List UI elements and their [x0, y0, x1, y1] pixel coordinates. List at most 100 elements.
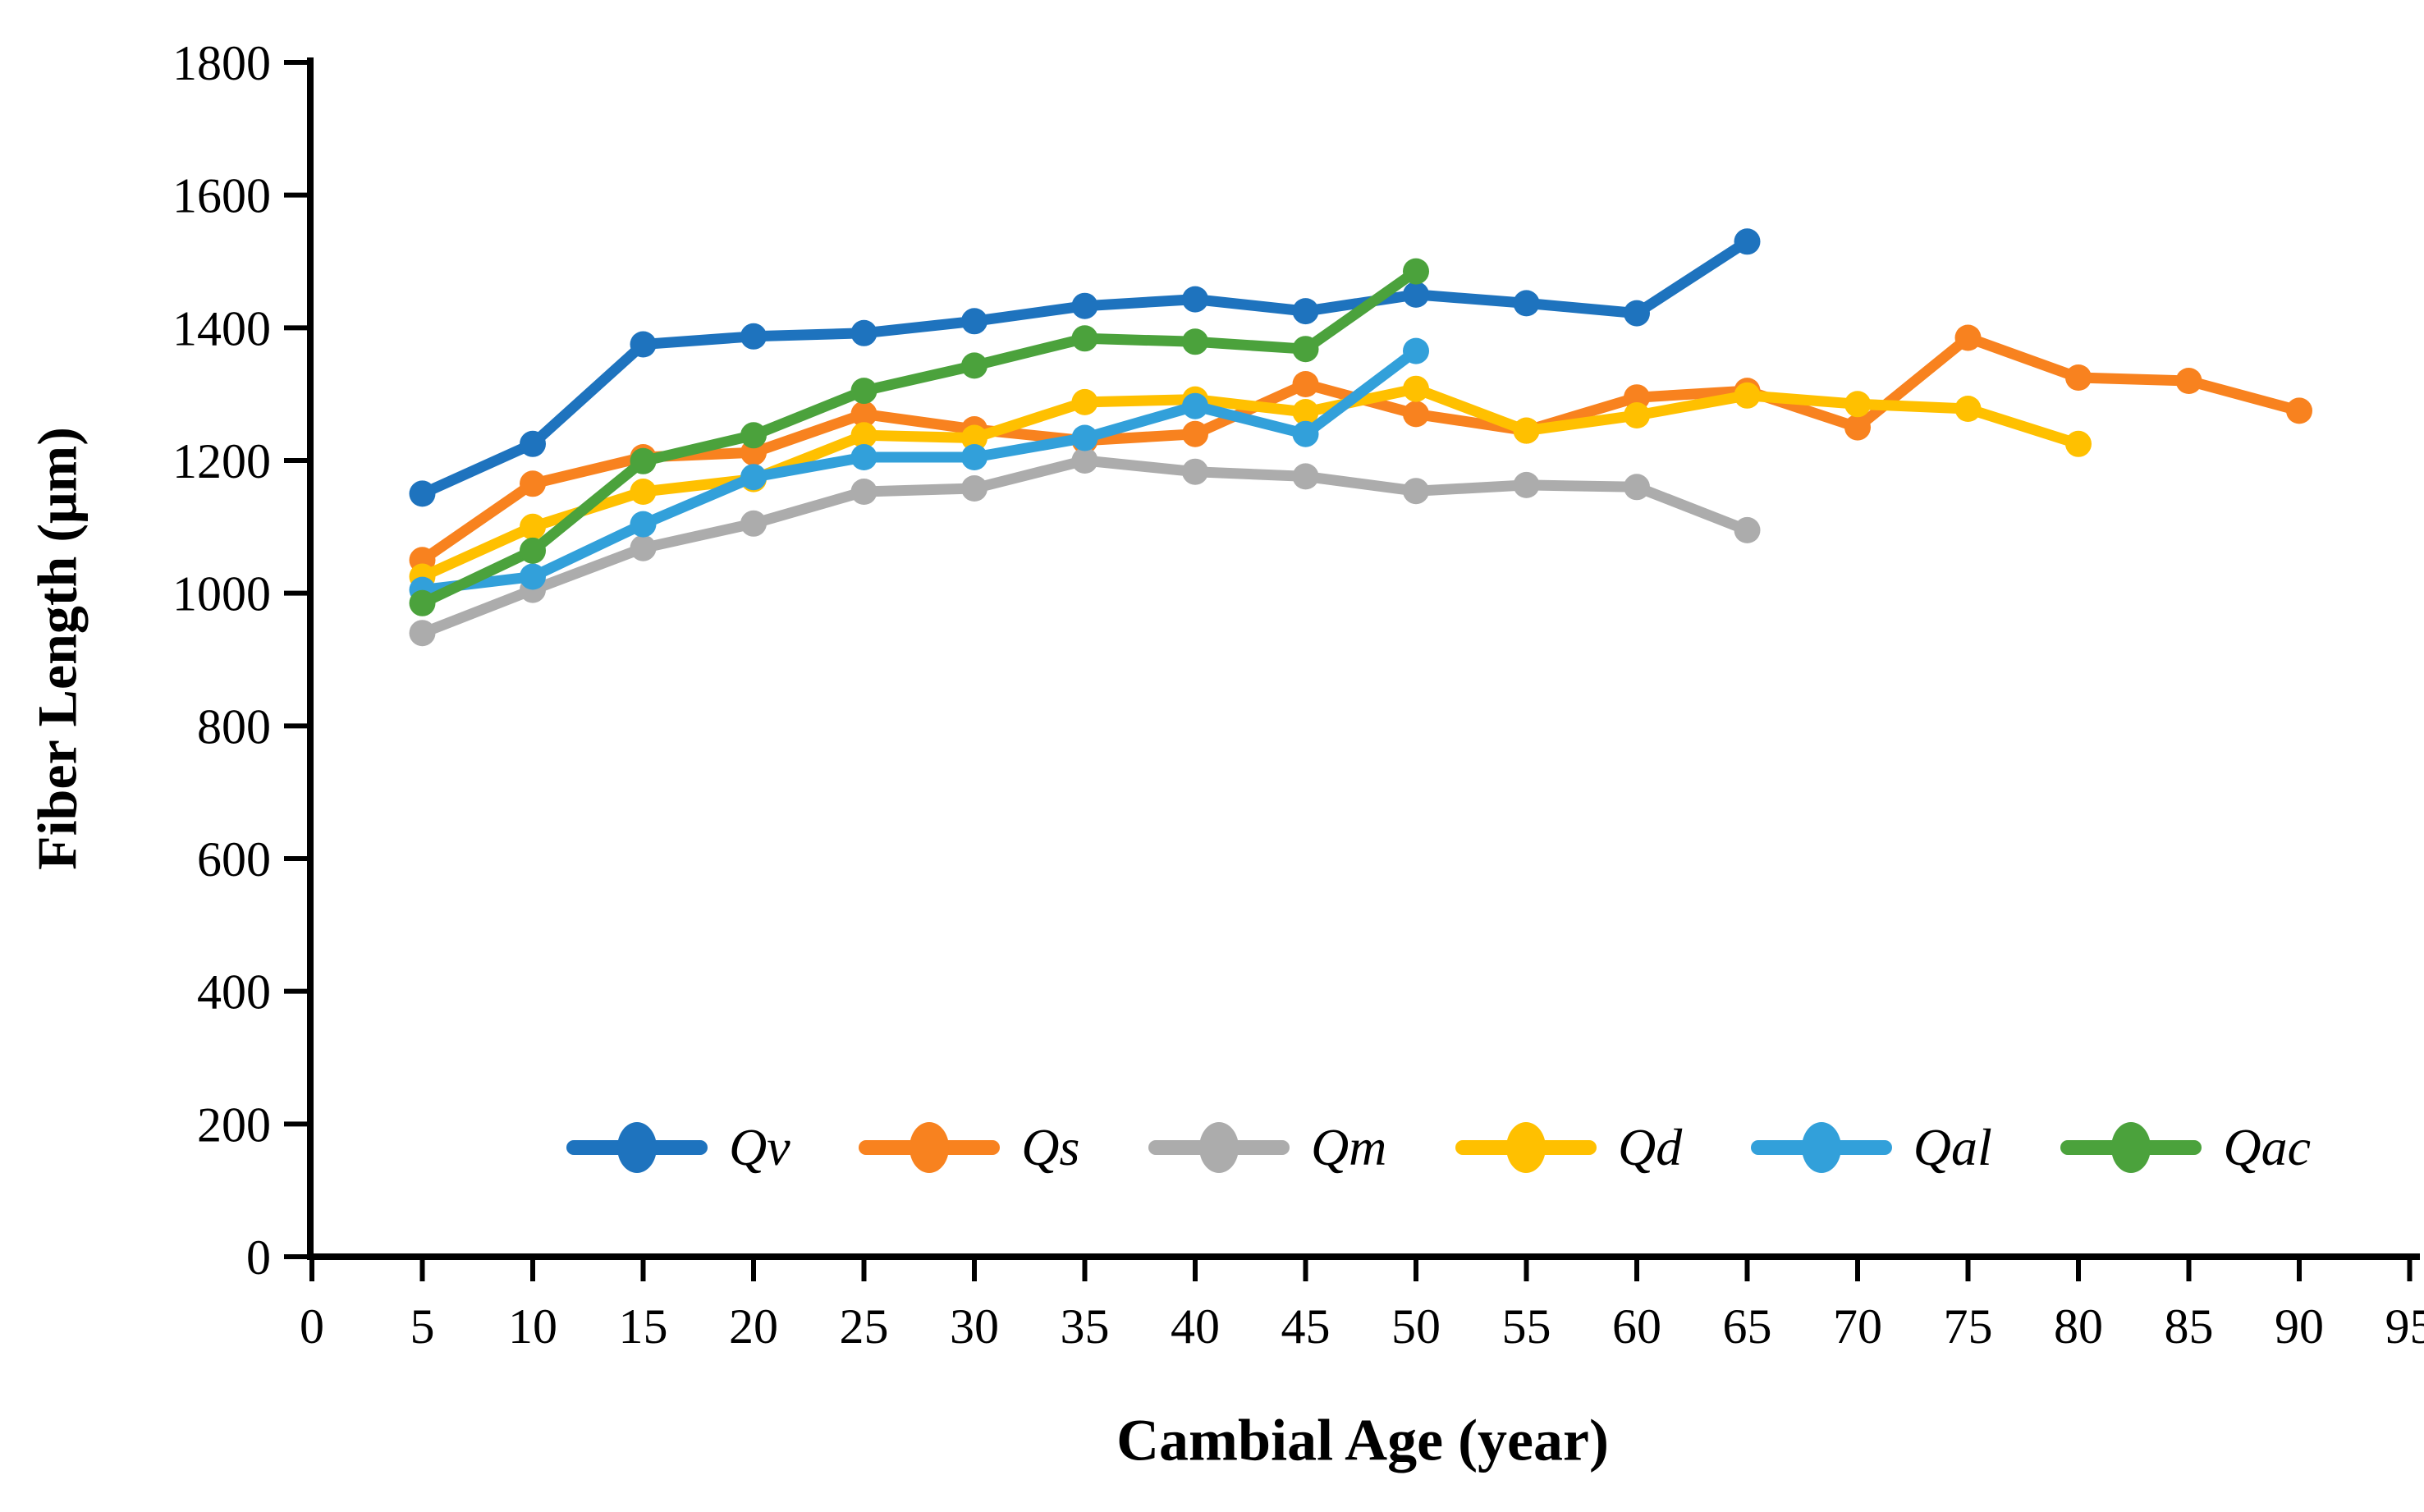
legend-dot-icon — [617, 1122, 657, 1173]
series-Qd-point-x75 — [1954, 396, 1982, 422]
series-Qd-point-x10 — [520, 513, 546, 540]
series-Qal-point-x50 — [1403, 337, 1429, 364]
legend-label: Qv — [729, 1118, 790, 1176]
chart-legend: Qv Qs Qm Qd Qal Qac — [566, 1110, 2311, 1185]
legend-marker-icon — [1750, 1121, 1892, 1174]
series-Qac-point-x25 — [850, 378, 877, 405]
legend-marker-icon — [1455, 1121, 1597, 1174]
y-tick-label-1400: 1400 — [172, 301, 271, 355]
series-Qd-point-x45 — [1292, 399, 1319, 425]
series-Qs-point-x10 — [520, 470, 546, 497]
series-Qd-point-x55 — [1513, 417, 1540, 444]
series-Qal-point-x45 — [1292, 420, 1319, 447]
x-tick-label-25: 25 — [840, 1299, 889, 1354]
series-Qd-point-x15 — [630, 479, 657, 505]
series-Qs-point-x75 — [1954, 324, 1982, 351]
series-Qac-point-x15 — [630, 447, 657, 474]
series-Qm-point-x30 — [961, 475, 987, 502]
legend-dot-icon — [910, 1122, 950, 1173]
x-tick-label-75: 75 — [1944, 1299, 1993, 1354]
series-Qal-point-x30 — [961, 444, 987, 470]
series-Qs-point-x40 — [1182, 420, 1208, 447]
series-Qd-point-x70 — [1844, 391, 1871, 418]
legend-label: Qal — [1913, 1118, 1992, 1176]
series-Qal-line — [417, 346, 1422, 596]
series-Qv-point-x20 — [740, 323, 767, 350]
series-Qd-point-x25 — [850, 422, 877, 449]
series-Qm-point-x55 — [1513, 471, 1540, 498]
series-Qac-point-x45 — [1292, 336, 1319, 363]
legend-marker-icon — [2060, 1121, 2202, 1174]
legend-marker-icon — [1148, 1121, 1290, 1174]
series-Qac-line — [417, 266, 1422, 609]
x-tick-label-5: 5 — [410, 1299, 435, 1354]
y-tick-label-1800: 1800 — [172, 36, 271, 90]
y-tick-label-1200: 1200 — [172, 434, 271, 488]
series-Qs-point-x80 — [2065, 364, 2092, 391]
series-Qm-point-x40 — [1182, 458, 1208, 485]
series-Qv-point-x30 — [961, 308, 987, 335]
x-tick-label-40: 40 — [1171, 1299, 1220, 1354]
series-Qm-point-x65 — [1734, 516, 1761, 543]
series-Qm-point-x15 — [630, 534, 657, 561]
x-tick-label-70: 70 — [1833, 1299, 1882, 1354]
y-tick-label-800: 800 — [197, 699, 271, 754]
x-tick-label-20: 20 — [729, 1299, 778, 1354]
x-tick-label-50: 50 — [1391, 1299, 1441, 1354]
series-Qv-point-x45 — [1292, 298, 1319, 325]
y-tick-label-600: 600 — [197, 832, 271, 887]
series-Qd-point-x60 — [1624, 402, 1650, 428]
x-tick-label-0: 0 — [300, 1299, 324, 1354]
series-Qac-point-x40 — [1182, 328, 1208, 355]
series-Qv-point-x50 — [1403, 281, 1429, 308]
series-Qal-point-x20 — [740, 464, 767, 491]
series-Qv-point-x25 — [850, 319, 877, 346]
series-Qv-point-x55 — [1513, 290, 1540, 317]
series-Qac-point-x30 — [961, 352, 987, 379]
series-Qm-point-x5 — [409, 620, 436, 647]
x-tick-label-65: 65 — [1723, 1299, 1772, 1354]
x-axis-title: Cambial Age (year) — [1116, 1407, 1609, 1473]
series-Qal-point-x15 — [630, 511, 657, 538]
series-Qv-point-x15 — [630, 331, 657, 358]
series-Qm-point-x60 — [1624, 474, 1650, 501]
series-Qm-point-x25 — [850, 479, 877, 505]
series-Qm-point-x45 — [1292, 463, 1319, 490]
x-tick-label-95: 95 — [2385, 1299, 2424, 1354]
series-Qal-point-x35 — [1071, 424, 1098, 451]
series-Qd-point-x50 — [1403, 375, 1429, 402]
legend-item-Qs: Qs — [859, 1121, 1079, 1174]
x-tick-label-15: 15 — [619, 1299, 668, 1354]
series-Qv-point-x65 — [1734, 228, 1761, 255]
series-Qs-point-x25 — [850, 401, 877, 428]
legend-item-Qac: Qac — [2060, 1121, 2311, 1174]
series-Qv-point-x5 — [409, 480, 436, 507]
series-Qm-point-x35 — [1071, 447, 1098, 474]
x-tick-label-30: 30 — [950, 1299, 999, 1354]
x-tick-label-55: 55 — [1502, 1299, 1551, 1354]
y-tick-label-400: 400 — [197, 965, 271, 1019]
series-Qd-line — [417, 383, 2084, 582]
series-Qv-point-x40 — [1182, 286, 1208, 313]
legend-dot-icon — [1505, 1122, 1546, 1173]
series-Qv-point-x60 — [1624, 300, 1650, 327]
x-tick-label-85: 85 — [2165, 1299, 2214, 1354]
series-Qac-point-x5 — [409, 589, 436, 616]
y-tick-label-1000: 1000 — [172, 567, 271, 621]
y-tick-label-0: 0 — [246, 1230, 271, 1285]
legend-dot-icon — [1198, 1122, 1239, 1173]
y-axis-title: Fiber Length (μm) — [25, 427, 89, 870]
y-tick-label-1600: 1600 — [172, 169, 271, 223]
legend-dot-icon — [1801, 1122, 1841, 1173]
legend-item-Qd: Qd — [1455, 1121, 1682, 1174]
x-tick-label-35: 35 — [1061, 1299, 1110, 1354]
legend-dot-icon — [2111, 1122, 2151, 1173]
legend-marker-icon — [566, 1121, 708, 1174]
series-Qd-point-x80 — [2065, 430, 2092, 457]
series-Qs-point-x70 — [1844, 414, 1871, 441]
legend-item-Qal: Qal — [1750, 1118, 1992, 1176]
legend-label: Qm — [1310, 1118, 1387, 1176]
legend-marker-icon — [859, 1121, 1001, 1174]
